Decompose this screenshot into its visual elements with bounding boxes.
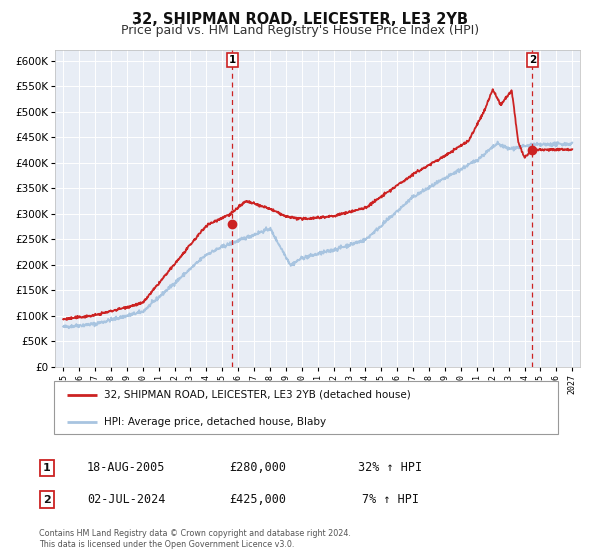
Text: Contains HM Land Registry data © Crown copyright and database right 2024.: Contains HM Land Registry data © Crown c… [39, 529, 351, 538]
Text: HPI: Average price, detached house, Blaby: HPI: Average price, detached house, Blab… [104, 417, 326, 427]
Text: 32, SHIPMAN ROAD, LEICESTER, LE3 2YB: 32, SHIPMAN ROAD, LEICESTER, LE3 2YB [132, 12, 468, 27]
Text: 2: 2 [529, 55, 536, 65]
Text: 1: 1 [229, 55, 236, 65]
Text: 2: 2 [43, 494, 50, 505]
Text: This data is licensed under the Open Government Licence v3.0.: This data is licensed under the Open Gov… [39, 540, 295, 549]
Text: 32% ↑ HPI: 32% ↑ HPI [358, 461, 422, 474]
Text: 1: 1 [43, 463, 50, 473]
Text: 7% ↑ HPI: 7% ↑ HPI [361, 493, 419, 506]
Text: £425,000: £425,000 [229, 493, 287, 506]
Text: 02-JUL-2024: 02-JUL-2024 [87, 493, 165, 506]
Text: 32, SHIPMAN ROAD, LEICESTER, LE3 2YB (detached house): 32, SHIPMAN ROAD, LEICESTER, LE3 2YB (de… [104, 390, 411, 400]
Text: £280,000: £280,000 [229, 461, 287, 474]
Text: 18-AUG-2005: 18-AUG-2005 [87, 461, 165, 474]
Text: Price paid vs. HM Land Registry's House Price Index (HPI): Price paid vs. HM Land Registry's House … [121, 24, 479, 36]
